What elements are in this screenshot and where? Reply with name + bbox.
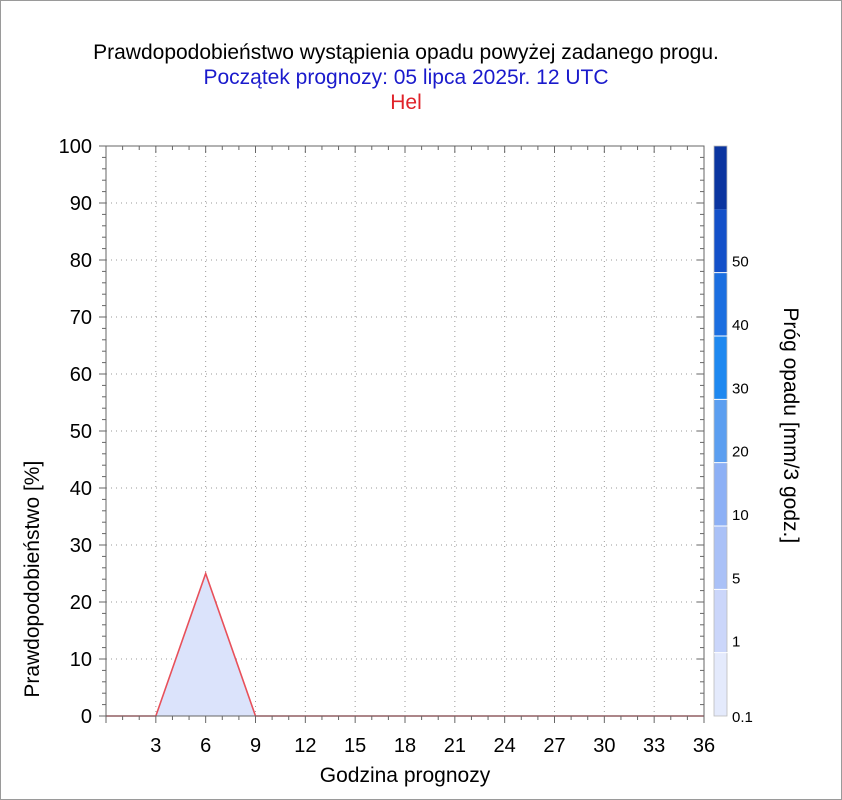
y-tick-label: 30 bbox=[70, 535, 92, 557]
x-tick-label: 27 bbox=[543, 735, 565, 757]
colorbar-tick-label: 5 bbox=[732, 570, 740, 587]
colorbar-segment bbox=[714, 652, 727, 716]
chart-titles: Prawdopodobieństwo wystąpienia opadu pow… bbox=[0, 40, 812, 115]
x-tick-label: 21 bbox=[444, 735, 466, 757]
colorbar-segment bbox=[714, 146, 727, 210]
chart-station: Hel bbox=[390, 91, 422, 114]
colorbar-tick-label: 0.1 bbox=[732, 709, 753, 726]
y-tick-label: 100 bbox=[59, 136, 92, 158]
axes: 3 6 9 12 15 18 21 24 27 30 33 360102030405060708090… bbox=[59, 136, 716, 757]
y-tick-label: 10 bbox=[70, 649, 92, 671]
colorbar-tick-label: 20 bbox=[732, 444, 749, 461]
y-tick-label: 70 bbox=[70, 307, 92, 329]
y-tick-label: 20 bbox=[70, 592, 92, 614]
series-area bbox=[106, 573, 704, 716]
colorbar-segment bbox=[714, 462, 727, 526]
x-tick-label: 30 bbox=[593, 735, 615, 757]
colorbar-tick-label: 40 bbox=[732, 317, 749, 334]
colorbar-tick-label: 30 bbox=[732, 380, 749, 397]
colorbar-segment bbox=[714, 209, 727, 273]
y-tick-label: 80 bbox=[70, 250, 92, 272]
x-tick-label: 24 bbox=[494, 735, 516, 757]
colorbar-tick-label: 1 bbox=[732, 634, 740, 651]
x-tick-label: 18 bbox=[394, 735, 416, 757]
chart-title: Prawdopodobieństwo wystąpienia opadu pow… bbox=[93, 41, 719, 64]
y-axis-title: Prawdopodobieństwo [%] bbox=[21, 461, 44, 698]
colorbar-tick-label: 10 bbox=[732, 507, 749, 524]
x-tick-label: 6 bbox=[200, 735, 211, 757]
colorbar: 0.1 1 5 10 20 30 40 50 bbox=[713, 145, 753, 726]
x-axis-title: Godzina prognozy bbox=[320, 764, 491, 787]
x-tick-label: 9 bbox=[250, 735, 261, 757]
y-tick-label: 0 bbox=[81, 706, 92, 728]
colorbar-tick-label: 50 bbox=[732, 254, 749, 271]
chart-subtitle: Początek prognozy: 05 lipca 2025r. 12 UT… bbox=[203, 66, 609, 89]
colorbar-segment bbox=[714, 399, 727, 463]
colorbar-segment bbox=[714, 336, 727, 400]
x-tick-label: 15 bbox=[344, 735, 366, 757]
x-tick-label: 12 bbox=[294, 735, 316, 757]
y-tick-label: 90 bbox=[70, 193, 92, 215]
colorbar-frame bbox=[713, 145, 728, 717]
colorbar-segment bbox=[714, 272, 727, 336]
colorbar-segment bbox=[714, 526, 727, 590]
y-tick-label: 40 bbox=[70, 478, 92, 500]
colorbar-segment bbox=[714, 589, 727, 653]
y-tick-label: 60 bbox=[70, 364, 92, 386]
x-tick-label: 33 bbox=[643, 735, 665, 757]
colorbar-title: Próg opadu [mm/3 godz.] bbox=[779, 307, 802, 543]
y-tick-label: 50 bbox=[70, 421, 92, 443]
x-tick-label: 36 bbox=[693, 735, 715, 757]
x-tick-label: 3 bbox=[150, 735, 161, 757]
data-area bbox=[106, 571, 704, 717]
